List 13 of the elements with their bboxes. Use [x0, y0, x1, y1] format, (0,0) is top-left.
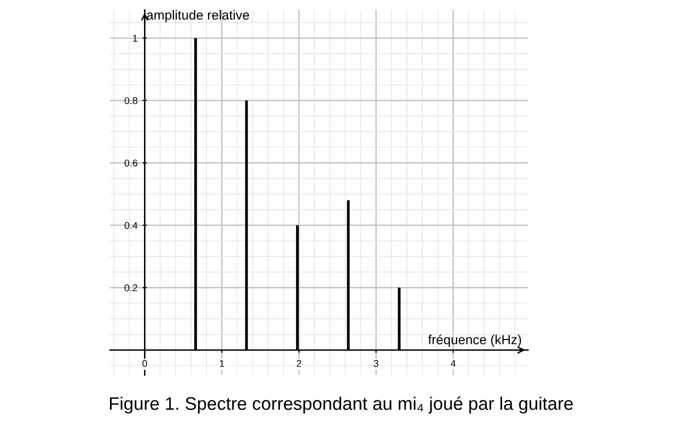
text: Figure 1. Spectre correspondant au mi₄ joué par la guitare: [110, 396, 573, 414]
x-axis-title: fréquence (kHz): [428, 334, 522, 347]
y-tick-label: 0.4: [124, 222, 138, 229]
x-tick-label: 3: [374, 360, 378, 367]
x-tick-label: 1: [220, 360, 224, 367]
x-tick-label: 2: [296, 360, 302, 367]
y-tick-label: 0.8: [124, 97, 138, 104]
x-tick-label: 4: [450, 360, 456, 367]
y-axis-title: amplitude relative: [146, 10, 250, 22]
y-tick-label: 0.2: [124, 284, 138, 292]
y-tick-label: 1: [133, 34, 138, 42]
y-tick-label: 0.6: [124, 160, 138, 166]
x-tick-label: 0: [142, 360, 148, 367]
